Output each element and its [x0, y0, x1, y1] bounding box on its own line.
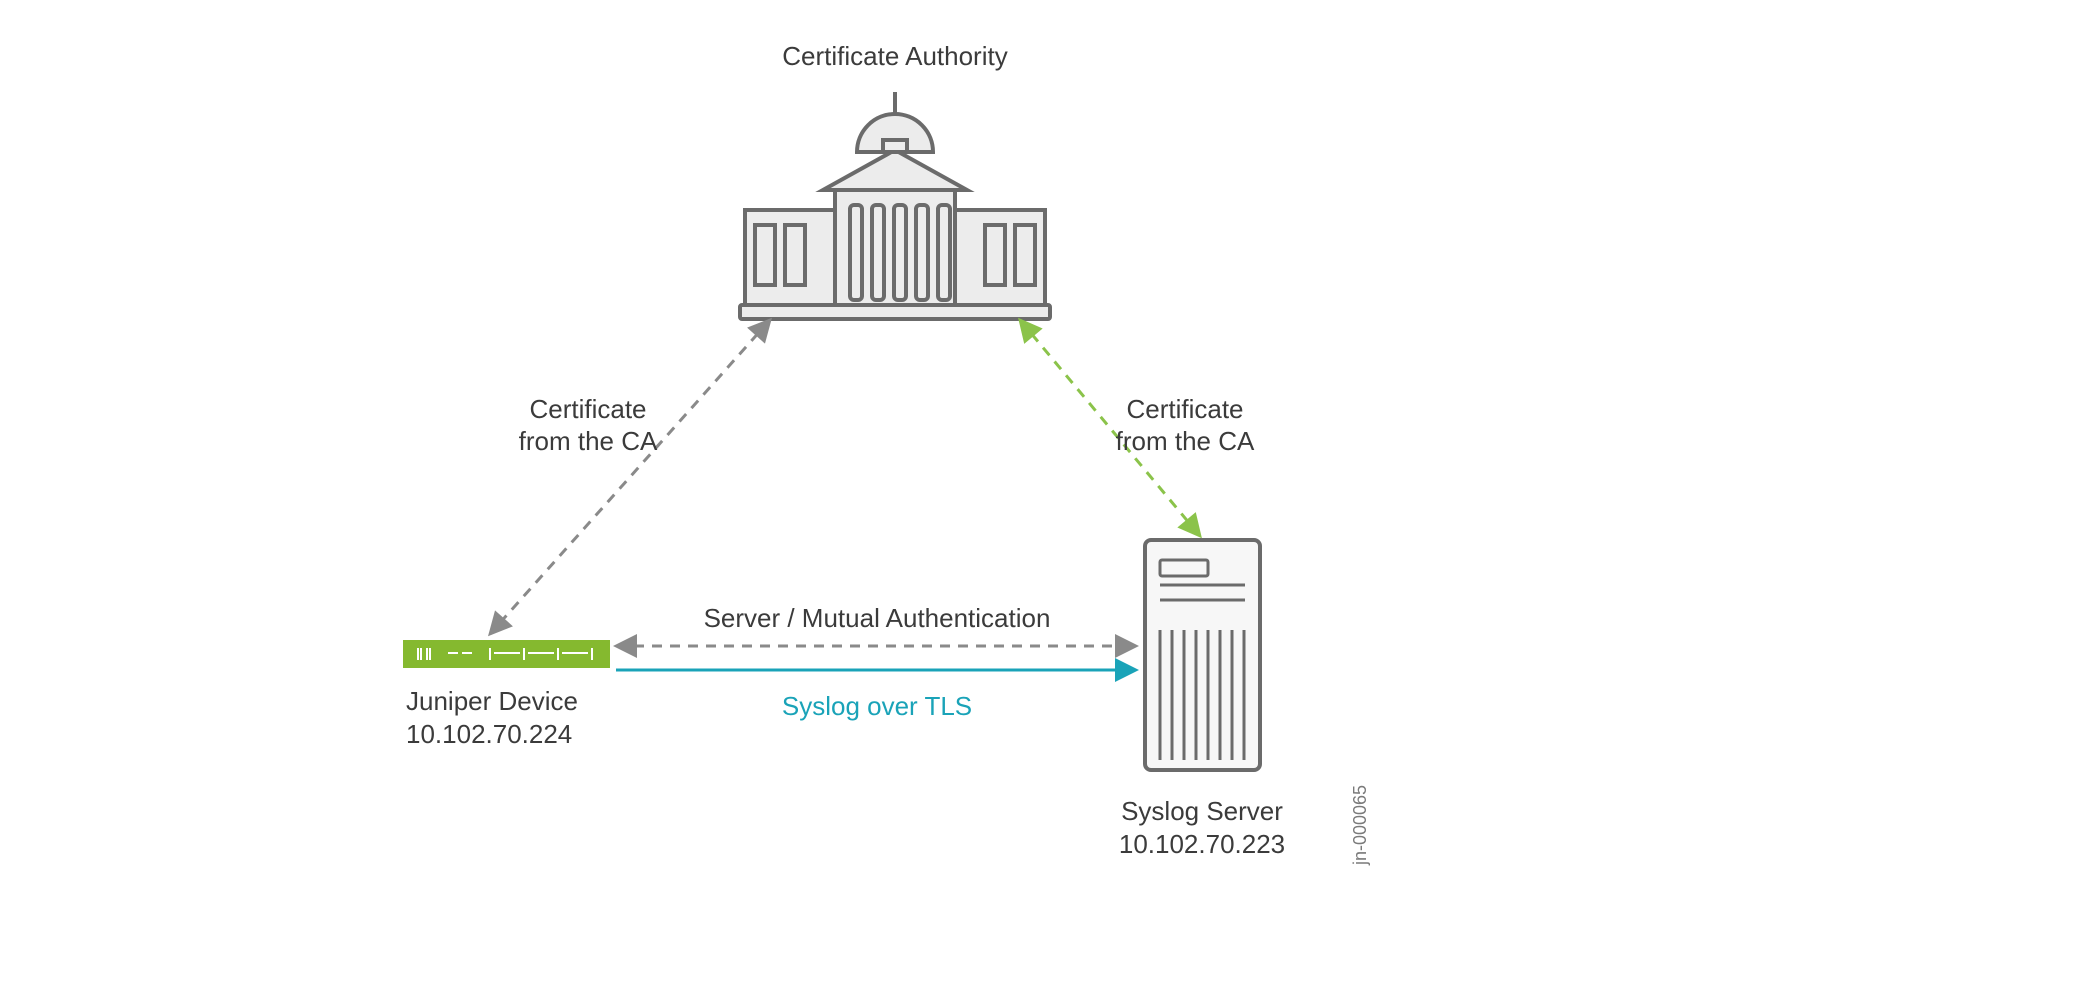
syslog-server-icon [1145, 540, 1260, 770]
juniper-label-1: Juniper Device [406, 685, 578, 719]
juniper-device-icon [403, 640, 610, 668]
image-id: jn-000065 [1350, 785, 1371, 865]
server-label-2: 10.102.70.223 [1119, 828, 1285, 862]
juniper-label-2: 10.102.70.224 [406, 718, 572, 752]
edge-ca-juniper-label-1: Certificate [529, 393, 646, 427]
edge-ca-server-label-2: from the CA [1116, 425, 1255, 459]
ca-label: Certificate Authority [782, 40, 1007, 74]
edge-tls-label: Syslog over TLS [782, 690, 972, 724]
edge-ca-juniper-label-2: from the CA [519, 425, 658, 459]
diagram-canvas [0, 0, 2100, 1000]
edge-ca-juniper [490, 320, 770, 634]
edge-ca-server-label-1: Certificate [1126, 393, 1243, 427]
server-label-1: Syslog Server [1121, 795, 1283, 829]
certificate-authority-icon [740, 92, 1050, 319]
edge-auth-label: Server / Mutual Authentication [704, 602, 1051, 636]
